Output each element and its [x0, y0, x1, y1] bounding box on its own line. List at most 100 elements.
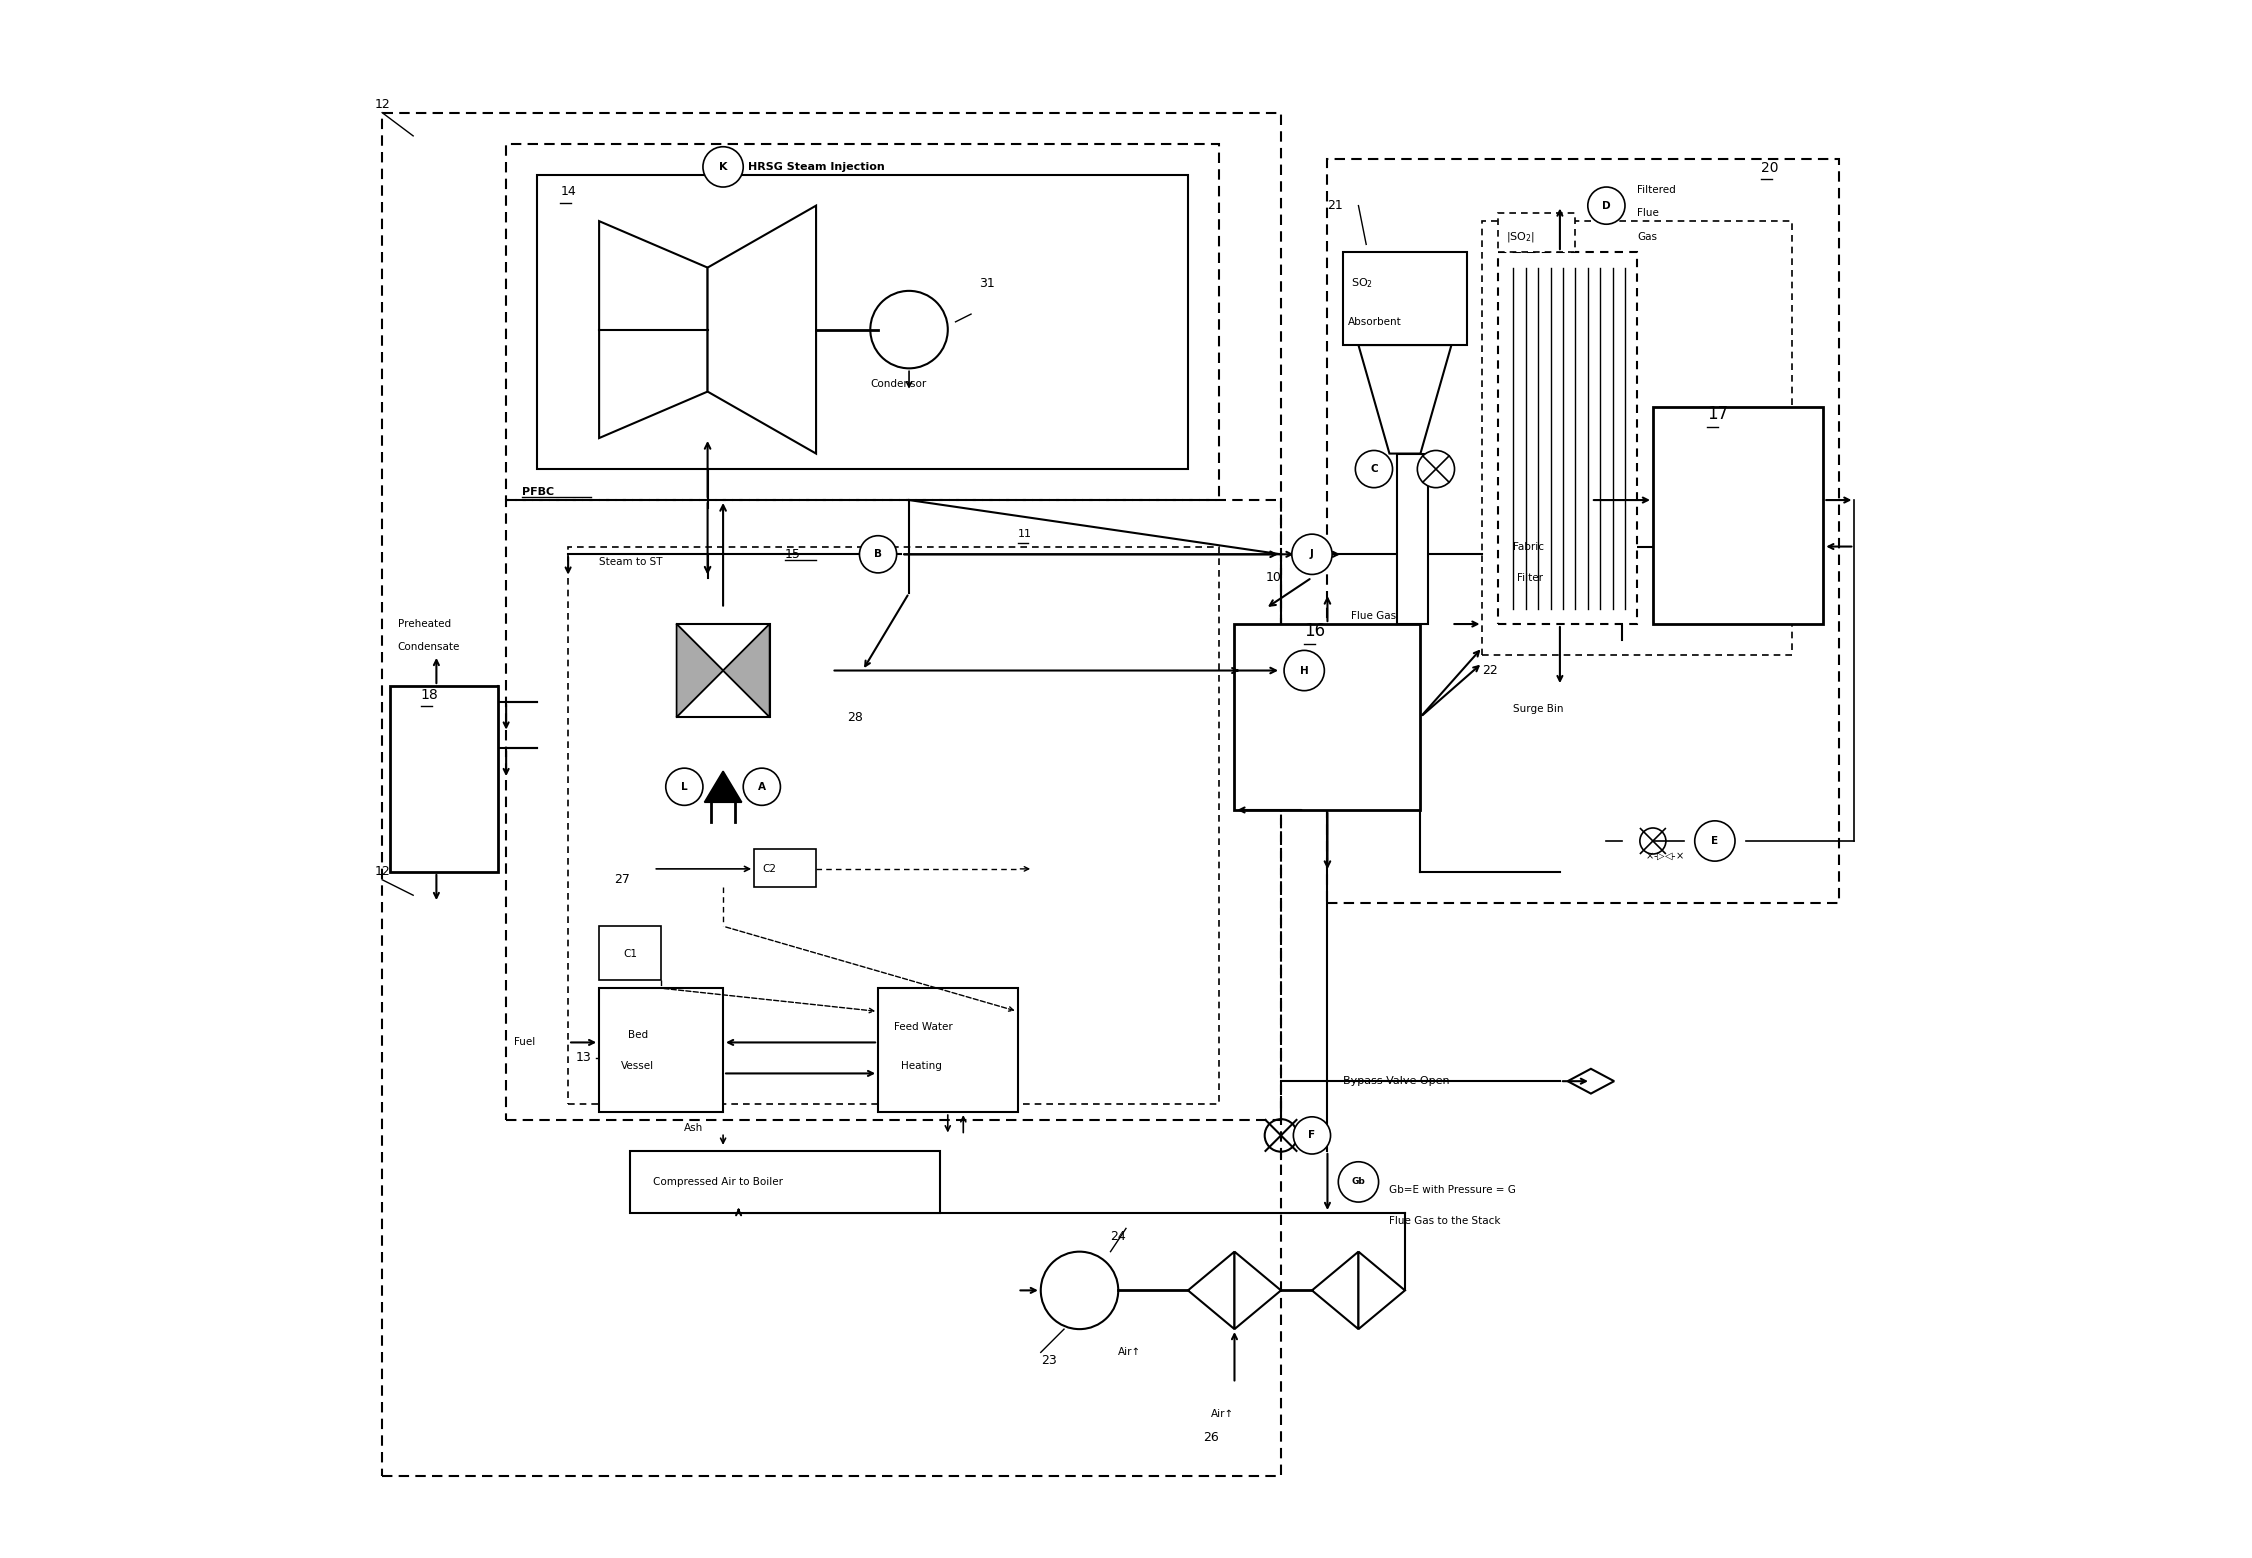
Text: Gb=E with Pressure = G: Gb=E with Pressure = G	[1389, 1184, 1516, 1195]
Polygon shape	[599, 221, 707, 438]
Circle shape	[667, 768, 703, 805]
Text: Air↑: Air↑	[1119, 1348, 1142, 1357]
Text: 21: 21	[1326, 199, 1342, 212]
Bar	[507, 500, 1281, 1120]
Text: Gb: Gb	[1351, 1178, 1365, 1186]
Text: Flue Gas to the Stack: Flue Gas to the Stack	[1389, 1215, 1500, 1226]
Circle shape	[860, 536, 896, 573]
Bar	[1498, 252, 1637, 625]
Bar	[1342, 252, 1466, 344]
Bar	[631, 1151, 939, 1214]
Text: 14: 14	[561, 185, 577, 198]
Bar	[538, 174, 1189, 469]
Polygon shape	[705, 771, 741, 802]
Text: Preheated: Preheated	[399, 619, 450, 629]
Text: K: K	[718, 162, 727, 171]
Text: J: J	[1311, 550, 1313, 559]
Circle shape	[1284, 650, 1324, 690]
Bar	[383, 112, 1281, 1477]
Circle shape	[1293, 534, 1333, 575]
Text: 15: 15	[786, 548, 802, 561]
Bar	[390, 686, 498, 872]
Text: Condensate: Condensate	[399, 642, 459, 653]
Text: 18: 18	[421, 687, 439, 701]
Text: 12: 12	[374, 98, 390, 111]
Text: Gas: Gas	[1637, 232, 1657, 241]
Text: 31: 31	[980, 277, 995, 290]
Text: Surge Bin: Surge Bin	[1513, 704, 1563, 714]
Text: Bed: Bed	[628, 1030, 649, 1039]
Text: Absorbent: Absorbent	[1347, 316, 1401, 327]
Text: H: H	[1299, 665, 1308, 676]
Bar	[599, 925, 662, 980]
Text: Vessel: Vessel	[622, 1061, 655, 1070]
Bar	[676, 625, 770, 717]
Circle shape	[1696, 821, 1734, 862]
Bar	[1326, 159, 1840, 904]
Polygon shape	[723, 625, 770, 717]
Bar	[1482, 221, 1793, 654]
Text: L: L	[680, 782, 687, 791]
Text: 16: 16	[1304, 622, 1326, 639]
Text: E: E	[1712, 837, 1718, 846]
Text: Fabric: Fabric	[1513, 542, 1545, 552]
Text: Compressed Air to Boiler: Compressed Air to Boiler	[653, 1176, 784, 1187]
Text: 13: 13	[577, 1052, 592, 1064]
Polygon shape	[1189, 1251, 1234, 1329]
Circle shape	[1040, 1251, 1119, 1329]
Bar	[878, 988, 1018, 1112]
Circle shape	[1356, 450, 1392, 488]
Circle shape	[1417, 450, 1455, 488]
Text: 24: 24	[1110, 1229, 1126, 1243]
Text: Condensor: Condensor	[869, 379, 926, 390]
Text: Filtered: Filtered	[1637, 185, 1675, 195]
Bar	[1234, 625, 1421, 810]
Text: 28: 28	[847, 710, 863, 723]
Text: Bypass Valve Open: Bypass Valve Open	[1342, 1077, 1450, 1086]
Text: 17: 17	[1707, 405, 1727, 422]
Text: 20: 20	[1761, 160, 1779, 174]
Text: Fuel: Fuel	[513, 1038, 536, 1047]
Polygon shape	[707, 206, 815, 453]
Text: Flue: Flue	[1637, 209, 1660, 218]
Text: 11: 11	[1018, 528, 1031, 539]
Text: C: C	[1369, 464, 1378, 474]
Circle shape	[743, 768, 781, 805]
Bar	[599, 988, 723, 1112]
Circle shape	[1338, 1162, 1378, 1203]
Text: 26: 26	[1203, 1432, 1218, 1444]
Polygon shape	[1567, 1069, 1615, 1094]
Text: HRSG Steam Injection: HRSG Steam Injection	[748, 162, 885, 171]
Text: C1: C1	[624, 949, 637, 960]
Text: 10: 10	[1266, 572, 1281, 584]
Circle shape	[869, 291, 948, 368]
Text: 12: 12	[374, 866, 390, 879]
Text: $\times$-$\triangleright$$\triangleleft$-$\times$: $\times$-$\triangleright$$\triangleleft$…	[1646, 851, 1684, 862]
Polygon shape	[1313, 1251, 1358, 1329]
Polygon shape	[1234, 1251, 1281, 1329]
Circle shape	[703, 146, 743, 187]
Bar	[507, 143, 1218, 500]
Text: C2: C2	[763, 863, 777, 874]
Bar	[1396, 453, 1428, 625]
Text: Air↑: Air↑	[1212, 1410, 1234, 1419]
Text: 27: 27	[615, 872, 631, 887]
Text: Feed Water: Feed Water	[894, 1022, 953, 1031]
Text: Ash: Ash	[685, 1123, 703, 1133]
Polygon shape	[1358, 1251, 1405, 1329]
Bar	[568, 547, 1218, 1105]
Text: $|$SO$_2|$: $|$SO$_2|$	[1507, 229, 1536, 243]
Text: 23: 23	[1040, 1354, 1056, 1366]
Text: Filter: Filter	[1516, 572, 1543, 583]
Text: PFBC: PFBC	[522, 488, 554, 497]
Text: A: A	[759, 782, 766, 791]
Text: 22: 22	[1482, 664, 1498, 678]
Bar	[754, 849, 815, 888]
Circle shape	[1588, 187, 1626, 224]
Bar	[1498, 213, 1576, 252]
Text: SO$_2$: SO$_2$	[1351, 276, 1374, 290]
Text: D: D	[1601, 201, 1610, 210]
Polygon shape	[676, 625, 723, 717]
Text: B: B	[874, 550, 883, 559]
Text: F: F	[1308, 1131, 1315, 1140]
